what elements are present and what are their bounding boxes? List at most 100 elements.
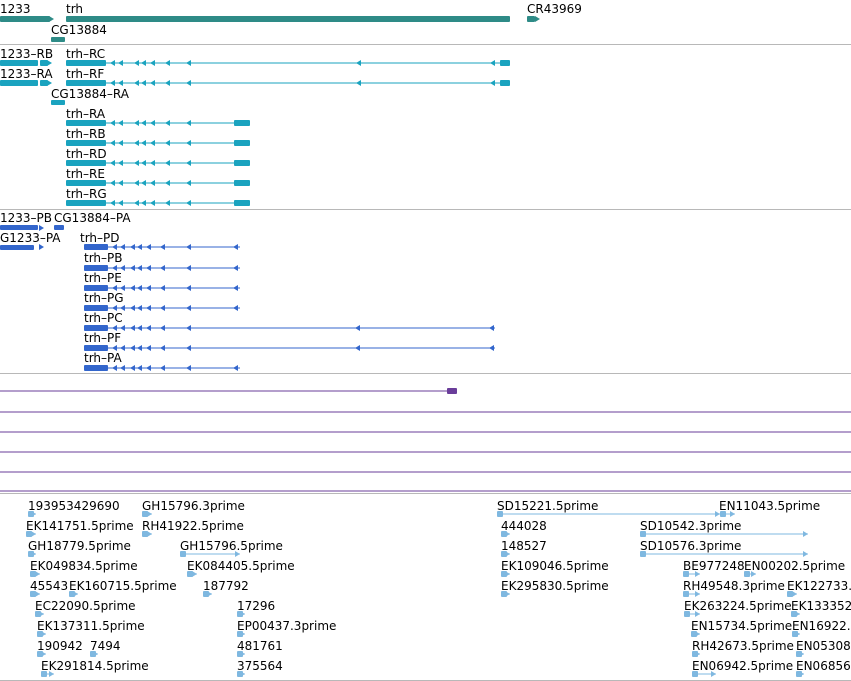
est-label[interactable]: EK122733. [787, 579, 851, 593]
protein-label[interactable]: trh–PF [84, 331, 122, 345]
transcript-label[interactable]: trh–RA [66, 107, 106, 121]
est-label[interactable]: EK084405.5prime [187, 559, 295, 573]
protein-label[interactable]: CG13884–PA [54, 211, 131, 225]
est-block [640, 531, 646, 537]
strand-arrow-left [134, 80, 139, 86]
est-label[interactable]: EN16922. [792, 619, 851, 633]
est-label[interactable]: 375564 [237, 659, 283, 673]
protein-label[interactable]: G1233–PA [0, 231, 61, 245]
strand-arrow-left [150, 120, 155, 126]
gene-label-1233[interactable]: 1233 [0, 2, 31, 16]
est-label[interactable]: 481761 [237, 639, 283, 653]
est-label[interactable]: SD10576.3prime [640, 539, 742, 553]
strand-arrow-right [35, 571, 40, 577]
strand-arrow-right [147, 531, 152, 537]
est-label[interactable]: SD15221.5prime [497, 499, 599, 513]
est-label[interactable]: EK133352 [791, 599, 851, 613]
transcript-label[interactable]: trh–RD [66, 147, 107, 161]
strand-arrow-left [118, 200, 123, 206]
est-label[interactable]: EN15734.5prime [691, 619, 793, 633]
est-label[interactable]: 17296 [237, 599, 276, 613]
est-label[interactable]: EC22090.5prime [35, 599, 136, 613]
est-label[interactable]: EK160715.5prime [69, 579, 177, 593]
est-label[interactable]: SD10542.3prime [640, 519, 742, 533]
est-label[interactable]: EK295830.5prime [501, 579, 609, 593]
est-label[interactable]: RH42673.5prime [692, 639, 794, 653]
est-label[interactable]: 187792 [203, 579, 249, 593]
strand-arrow-left [165, 120, 170, 126]
strand-arrow-left [146, 305, 151, 311]
est-label[interactable]: 45543 [30, 579, 69, 593]
strand-arrow-left [186, 120, 191, 126]
transcript-label[interactable]: trh–RF [66, 67, 105, 81]
est-label[interactable]: EK137311.5prime [37, 619, 145, 633]
strand-arrow-right [715, 511, 720, 517]
transcript-label[interactable]: trh–RG [66, 187, 107, 201]
exon-block [84, 325, 108, 331]
gene-label-cg13884[interactable]: CG13884 [51, 23, 107, 37]
est-label[interactable]: EK291814.5prime [41, 659, 149, 673]
strand-arrow-left [134, 200, 139, 206]
protein-label[interactable]: trh–PB [84, 251, 123, 265]
strand-arrow-right [695, 651, 700, 657]
est-label[interactable]: RH49548.3prime [683, 579, 785, 593]
strand-arrow-right [73, 591, 78, 597]
strand-arrow-left [141, 80, 146, 86]
exon-block [234, 120, 250, 126]
strand-arrow-left [233, 365, 238, 371]
strand-arrow-right [695, 631, 700, 637]
est-label[interactable]: EN11043.5prime [719, 499, 821, 513]
est-label[interactable]: EN06856 [796, 659, 851, 673]
exon-block [0, 60, 38, 66]
strand-arrow-left [233, 265, 238, 271]
transcript-label[interactable]: CG13884–RA [51, 87, 129, 101]
strand-arrow-left [141, 120, 146, 126]
strand-arrow-left [137, 265, 142, 271]
strand-arrow-right [792, 591, 797, 597]
strand-arrow-right [41, 651, 46, 657]
est-label[interactable]: GH15796.3prime [142, 499, 245, 513]
protein-label[interactable]: trh–PD [80, 231, 120, 245]
est-label[interactable]: EK049834.5prime [30, 559, 138, 573]
est-label[interactable]: EN06942.5prime [692, 659, 794, 673]
strand-arrow-left [112, 365, 117, 371]
est-label[interactable]: EN05308. [796, 639, 851, 653]
est-label[interactable]: EP00437.3prime [237, 619, 337, 633]
est-label[interactable]: BE977248 [683, 559, 745, 573]
protein-label[interactable]: trh–PG [84, 291, 124, 305]
transcript-label[interactable]: trh–RE [66, 167, 105, 181]
strand-arrow-left [137, 305, 142, 311]
protein-label[interactable]: trh–PA [84, 351, 122, 365]
est-label[interactable]: RH41922.5prime [142, 519, 244, 533]
exon-block [66, 140, 106, 146]
protein-label[interactable]: trh–PC [84, 311, 123, 325]
gene-label-trh[interactable]: trh [66, 2, 84, 16]
est-label[interactable]: EN00202.5prime [744, 559, 846, 573]
est-label[interactable]: EK141751.5prime [26, 519, 134, 533]
transcript-label[interactable]: trh–RB [66, 127, 106, 141]
strand-arrow-left [146, 285, 151, 291]
exon-block [0, 245, 34, 250]
gene-label-cr43969[interactable]: CR43969 [527, 2, 582, 16]
est-label[interactable]: GH15796.5prime [180, 539, 283, 553]
strand-arrow-left [186, 180, 191, 186]
est-label[interactable]: EK109046.5prime [501, 559, 609, 573]
strand-arrow-right [795, 611, 800, 617]
transcript-label[interactable]: 1233–RA [0, 67, 53, 81]
protein-label[interactable]: 1233–PB [0, 211, 53, 225]
strand-arrow-left [118, 120, 123, 126]
transcript-label[interactable]: trh–RC [66, 47, 106, 61]
strand-arrow-right [695, 611, 700, 617]
est-label[interactable]: 444028 [501, 519, 547, 533]
transcript-label[interactable]: 1233–RB [0, 47, 54, 61]
est-block [787, 591, 793, 597]
protein-label[interactable]: trh–PE [84, 271, 122, 285]
est-label[interactable]: GH18779.5prime [28, 539, 131, 553]
est-label[interactable]: EK263224.5prime [684, 599, 792, 613]
est-label[interactable]: 148527 [501, 539, 547, 553]
est-label[interactable]: 190942 [37, 639, 83, 653]
strand-arrow-right [93, 651, 98, 657]
est-label[interactable]: 193953429690 [28, 499, 120, 513]
strand-arrow-left [130, 285, 135, 291]
est-label[interactable]: 7494 [90, 639, 121, 653]
